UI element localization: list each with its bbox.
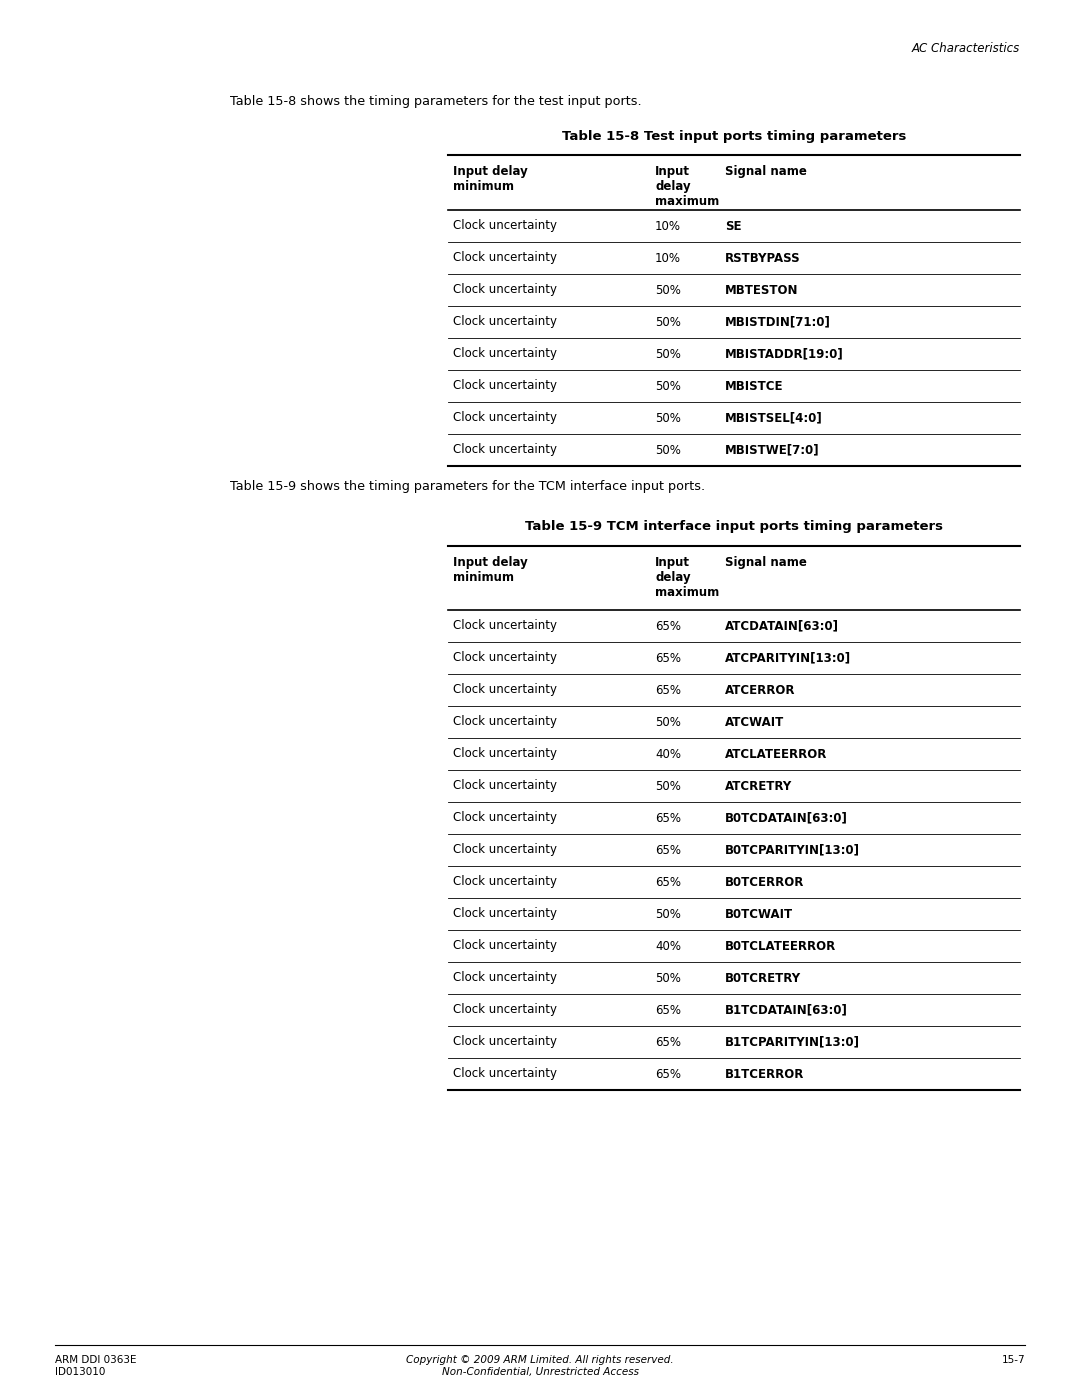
Text: 65%: 65% xyxy=(654,619,681,633)
Text: 65%: 65% xyxy=(654,844,681,856)
Text: ARM DDI 0363E
ID013010: ARM DDI 0363E ID013010 xyxy=(55,1355,136,1376)
Text: 50%: 50% xyxy=(654,780,680,792)
Text: 65%: 65% xyxy=(654,1035,681,1049)
Text: Clock uncertainty: Clock uncertainty xyxy=(453,316,557,328)
Text: Table 15-9 shows the timing parameters for the TCM interface input ports.: Table 15-9 shows the timing parameters f… xyxy=(230,481,705,493)
Text: MBISTDIN[71:0]: MBISTDIN[71:0] xyxy=(725,316,831,328)
Text: B0TCLATEERROR: B0TCLATEERROR xyxy=(725,940,836,953)
Text: ATCPARITYIN[13:0]: ATCPARITYIN[13:0] xyxy=(725,651,851,665)
Text: 50%: 50% xyxy=(654,316,680,328)
Text: B1TCERROR: B1TCERROR xyxy=(725,1067,805,1080)
Text: Clock uncertainty: Clock uncertainty xyxy=(453,908,557,921)
Text: Clock uncertainty: Clock uncertainty xyxy=(453,780,557,792)
Text: 50%: 50% xyxy=(654,971,680,985)
Text: B1TCDATAIN[63:0]: B1TCDATAIN[63:0] xyxy=(725,1003,848,1017)
Text: Clock uncertainty: Clock uncertainty xyxy=(453,443,557,457)
Text: Clock uncertainty: Clock uncertainty xyxy=(453,683,557,697)
Text: Clock uncertainty: Clock uncertainty xyxy=(453,1035,557,1049)
Text: 65%: 65% xyxy=(654,1067,681,1080)
Text: 50%: 50% xyxy=(654,443,680,457)
Text: Clock uncertainty: Clock uncertainty xyxy=(453,876,557,888)
Text: 65%: 65% xyxy=(654,651,681,665)
Text: 40%: 40% xyxy=(654,940,681,953)
Text: 10%: 10% xyxy=(654,251,681,264)
Text: ATCLATEERROR: ATCLATEERROR xyxy=(725,747,827,760)
Text: 10%: 10% xyxy=(654,219,681,232)
Text: Clock uncertainty: Clock uncertainty xyxy=(453,251,557,264)
Text: SE: SE xyxy=(725,219,742,232)
Text: MBISTCE: MBISTCE xyxy=(725,380,783,393)
Text: MBISTADDR[19:0]: MBISTADDR[19:0] xyxy=(725,348,843,360)
Text: B0TCWAIT: B0TCWAIT xyxy=(725,908,793,921)
Text: Clock uncertainty: Clock uncertainty xyxy=(453,651,557,665)
Text: Input
delay
maximum: Input delay maximum xyxy=(654,165,719,208)
Text: B0TCERROR: B0TCERROR xyxy=(725,876,805,888)
Text: 15-7: 15-7 xyxy=(1001,1355,1025,1365)
Text: RSTBYPASS: RSTBYPASS xyxy=(725,251,800,264)
Text: B0TCPARITYIN[13:0]: B0TCPARITYIN[13:0] xyxy=(725,844,860,856)
Text: Signal name: Signal name xyxy=(725,556,807,569)
Text: Clock uncertainty: Clock uncertainty xyxy=(453,348,557,360)
Text: 50%: 50% xyxy=(654,348,680,360)
Text: ATCRETRY: ATCRETRY xyxy=(725,780,793,792)
Text: Clock uncertainty: Clock uncertainty xyxy=(453,940,557,953)
Text: AC Characteristics: AC Characteristics xyxy=(912,42,1020,54)
Text: Input delay
minimum: Input delay minimum xyxy=(453,556,528,584)
Text: 65%: 65% xyxy=(654,876,681,888)
Text: Clock uncertainty: Clock uncertainty xyxy=(453,747,557,760)
Text: B1TCPARITYIN[13:0]: B1TCPARITYIN[13:0] xyxy=(725,1035,860,1049)
Text: B0TCRETRY: B0TCRETRY xyxy=(725,971,801,985)
Text: ATCDATAIN[63:0]: ATCDATAIN[63:0] xyxy=(725,619,839,633)
Text: 50%: 50% xyxy=(654,412,680,425)
Text: Clock uncertainty: Clock uncertainty xyxy=(453,619,557,633)
Text: 50%: 50% xyxy=(654,908,680,921)
Text: Clock uncertainty: Clock uncertainty xyxy=(453,1067,557,1080)
Text: Clock uncertainty: Clock uncertainty xyxy=(453,412,557,425)
Text: 50%: 50% xyxy=(654,715,680,728)
Text: Copyright © 2009 ARM Limited. All rights reserved.
Non-Confidential, Unrestricte: Copyright © 2009 ARM Limited. All rights… xyxy=(406,1355,674,1376)
Text: Table 15-9 TCM interface input ports timing parameters: Table 15-9 TCM interface input ports tim… xyxy=(525,520,943,534)
Text: MBTESTON: MBTESTON xyxy=(725,284,798,296)
Text: Clock uncertainty: Clock uncertainty xyxy=(453,1003,557,1017)
Text: 65%: 65% xyxy=(654,683,681,697)
Text: Clock uncertainty: Clock uncertainty xyxy=(453,971,557,985)
Text: Clock uncertainty: Clock uncertainty xyxy=(453,715,557,728)
Text: 50%: 50% xyxy=(654,380,680,393)
Text: ATCWAIT: ATCWAIT xyxy=(725,715,784,728)
Text: Input
delay
maximum: Input delay maximum xyxy=(654,556,719,599)
Text: Signal name: Signal name xyxy=(725,165,807,177)
Text: MBISTWE[7:0]: MBISTWE[7:0] xyxy=(725,443,820,457)
Text: Clock uncertainty: Clock uncertainty xyxy=(453,380,557,393)
Text: Clock uncertainty: Clock uncertainty xyxy=(453,284,557,296)
Text: 40%: 40% xyxy=(654,747,681,760)
Text: MBISTSEL[4:0]: MBISTSEL[4:0] xyxy=(725,412,823,425)
Text: 50%: 50% xyxy=(654,284,680,296)
Text: Table 15-8 shows the timing parameters for the test input ports.: Table 15-8 shows the timing parameters f… xyxy=(230,95,642,108)
Text: 65%: 65% xyxy=(654,1003,681,1017)
Text: Clock uncertainty: Clock uncertainty xyxy=(453,844,557,856)
Text: B0TCDATAIN[63:0]: B0TCDATAIN[63:0] xyxy=(725,812,848,824)
Text: Clock uncertainty: Clock uncertainty xyxy=(453,812,557,824)
Text: ATCERROR: ATCERROR xyxy=(725,683,796,697)
Text: Table 15-8 Test input ports timing parameters: Table 15-8 Test input ports timing param… xyxy=(562,130,906,142)
Text: Clock uncertainty: Clock uncertainty xyxy=(453,219,557,232)
Text: Input delay
minimum: Input delay minimum xyxy=(453,165,528,193)
Text: 65%: 65% xyxy=(654,812,681,824)
